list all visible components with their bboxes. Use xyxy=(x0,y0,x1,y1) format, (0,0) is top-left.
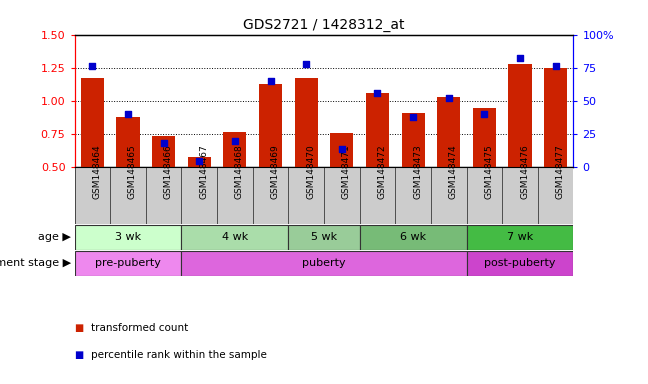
Text: GSM148476: GSM148476 xyxy=(520,144,529,199)
Text: GSM148477: GSM148477 xyxy=(555,144,564,199)
Point xyxy=(301,61,311,67)
Bar xyxy=(75,251,181,276)
Text: 5 wk: 5 wk xyxy=(311,232,337,242)
Point xyxy=(194,158,205,164)
Bar xyxy=(544,68,567,167)
Text: transformed count: transformed count xyxy=(91,323,188,333)
Bar xyxy=(360,225,467,250)
Bar xyxy=(473,108,496,167)
Bar xyxy=(395,167,431,224)
Bar xyxy=(502,167,538,224)
Bar xyxy=(437,97,460,167)
Bar xyxy=(75,167,110,224)
Text: 3 wk: 3 wk xyxy=(115,232,141,242)
Point xyxy=(408,114,419,120)
Bar xyxy=(431,167,467,224)
Bar xyxy=(360,167,395,224)
Text: age ▶: age ▶ xyxy=(38,232,71,242)
Bar xyxy=(295,78,318,167)
Point xyxy=(87,63,97,70)
Bar xyxy=(467,167,502,224)
Text: puberty: puberty xyxy=(302,258,346,268)
Bar xyxy=(75,225,181,250)
Bar xyxy=(467,225,573,250)
Bar xyxy=(330,133,353,167)
Text: ■: ■ xyxy=(75,350,84,360)
Point xyxy=(372,90,382,96)
Bar xyxy=(217,167,253,224)
Text: GSM148471: GSM148471 xyxy=(342,144,351,199)
Text: GSM148472: GSM148472 xyxy=(377,145,386,199)
Text: GSM148475: GSM148475 xyxy=(484,144,493,199)
Point xyxy=(550,63,561,70)
Bar xyxy=(253,167,288,224)
Text: 4 wk: 4 wk xyxy=(222,232,248,242)
Text: GSM148464: GSM148464 xyxy=(92,145,101,199)
Bar xyxy=(181,251,467,276)
Point xyxy=(229,138,240,144)
Bar xyxy=(117,117,139,167)
Text: ■: ■ xyxy=(75,323,84,333)
Bar xyxy=(181,225,288,250)
Point xyxy=(443,95,454,101)
Bar xyxy=(181,167,217,224)
Bar xyxy=(146,167,181,224)
Point xyxy=(337,146,347,152)
Bar xyxy=(188,157,211,167)
Text: GSM148468: GSM148468 xyxy=(235,144,244,199)
Bar xyxy=(288,225,360,250)
Bar xyxy=(288,167,324,224)
Bar xyxy=(110,167,146,224)
Text: development stage ▶: development stage ▶ xyxy=(0,258,71,268)
Title: GDS2721 / 1428312_at: GDS2721 / 1428312_at xyxy=(243,18,405,32)
Text: GSM148470: GSM148470 xyxy=(306,144,315,199)
Bar xyxy=(467,251,573,276)
Text: GSM148467: GSM148467 xyxy=(200,144,208,199)
Bar xyxy=(324,167,360,224)
Bar xyxy=(81,78,104,167)
Bar xyxy=(402,113,424,167)
Bar xyxy=(152,136,175,167)
Text: GSM148473: GSM148473 xyxy=(413,144,422,199)
Text: 6 wk: 6 wk xyxy=(400,232,426,242)
Point xyxy=(479,111,490,118)
Bar xyxy=(366,93,389,167)
Text: GSM148465: GSM148465 xyxy=(128,144,137,199)
Bar xyxy=(259,84,282,167)
Point xyxy=(123,111,133,118)
Bar xyxy=(224,131,246,167)
Text: GSM148474: GSM148474 xyxy=(448,145,457,199)
Point xyxy=(265,78,275,84)
Text: percentile rank within the sample: percentile rank within the sample xyxy=(91,350,266,360)
Bar xyxy=(509,64,531,167)
Bar xyxy=(75,167,573,224)
Point xyxy=(515,55,525,61)
Point xyxy=(158,141,168,147)
Text: GSM148469: GSM148469 xyxy=(270,144,279,199)
Text: pre-puberty: pre-puberty xyxy=(95,258,161,268)
Bar xyxy=(538,167,573,224)
Text: GSM148466: GSM148466 xyxy=(163,144,172,199)
Text: 7 wk: 7 wk xyxy=(507,232,533,242)
Text: post-puberty: post-puberty xyxy=(484,258,556,268)
